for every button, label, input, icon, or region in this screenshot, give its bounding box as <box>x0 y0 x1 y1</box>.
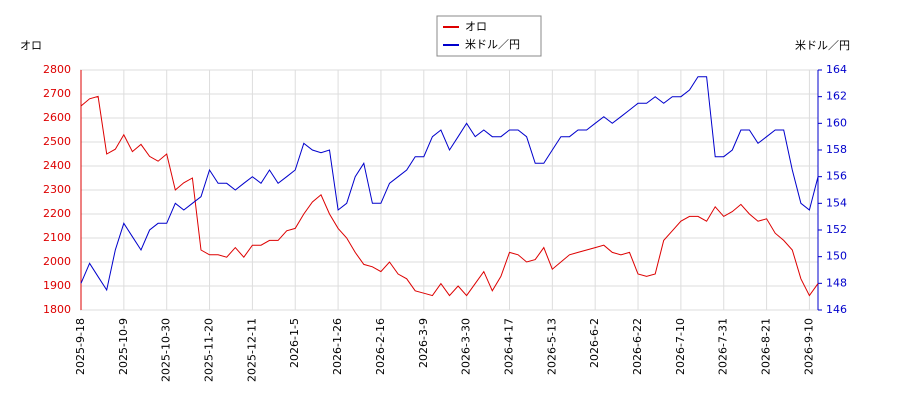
y-tick-label: 2800 <box>43 63 71 76</box>
x-tick-label: 2026-5-13 <box>545 318 558 375</box>
y-tick-label: 2200 <box>43 207 71 220</box>
legend-box <box>436 15 542 57</box>
y2-tick-label: 164 <box>826 63 847 76</box>
x-tick-label: 2026-7-31 <box>717 318 730 375</box>
y2-tick-label: 146 <box>826 303 847 316</box>
x-tick-label: 2026-6-2 <box>588 318 601 368</box>
x-tick-label: 2025-10-9 <box>117 318 130 375</box>
y-tick-label: 2700 <box>43 87 71 100</box>
y2-axis-title: 米ドル／円 <box>795 39 850 52</box>
y-tick-label: 1800 <box>43 303 71 316</box>
y2-tick-label: 156 <box>826 170 847 183</box>
series-line <box>80 76 819 292</box>
series-line <box>80 95 819 297</box>
x-tick-label: 2025-10-30 <box>160 318 173 382</box>
y-axis-title: オロ <box>20 39 42 52</box>
x-tick-label: 2025-12-11 <box>245 318 258 382</box>
y2-tick-label: 160 <box>826 116 847 129</box>
y2-tick-label: 148 <box>826 276 847 289</box>
x-tick-label: 2026-6-22 <box>631 318 644 375</box>
x-tick-label: 2025-11-20 <box>203 318 216 382</box>
y2-tick-label: 150 <box>826 250 847 263</box>
y-tick-label: 2600 <box>43 111 71 124</box>
x-tick-label: 2026-1-26 <box>331 318 344 375</box>
y-tick-label: 2500 <box>43 135 71 148</box>
x-tick-label: 2026-4-17 <box>502 318 515 375</box>
x-tick-label: 2026-3-9 <box>417 318 430 368</box>
legend-label: 米ドル／円 <box>465 38 520 51</box>
x-tick-label: 2025-9-18 <box>74 318 87 375</box>
x-tick-label: 2026-1-5 <box>288 318 301 368</box>
y-tick-label: 1900 <box>43 279 71 292</box>
y2-tick-label: 154 <box>826 196 847 209</box>
y2-tick-label: 158 <box>826 143 847 156</box>
x-tick-label: 2026-7-10 <box>674 318 687 375</box>
y-tick-label: 2300 <box>43 183 71 196</box>
y-tick-label: 2400 <box>43 159 71 172</box>
x-tick-label: 2026-3-30 <box>460 318 473 375</box>
x-tick-label: 2026-8-21 <box>760 318 773 375</box>
legend-label: オロ <box>465 20 487 33</box>
y-tick-label: 2100 <box>43 231 71 244</box>
x-tick-label: 2026-2-16 <box>374 318 387 375</box>
y2-tick-label: 162 <box>826 90 847 103</box>
y2-tick-label: 152 <box>826 223 847 236</box>
y-tick-label: 2000 <box>43 255 71 268</box>
x-tick-label: 2026-9-10 <box>802 318 815 375</box>
